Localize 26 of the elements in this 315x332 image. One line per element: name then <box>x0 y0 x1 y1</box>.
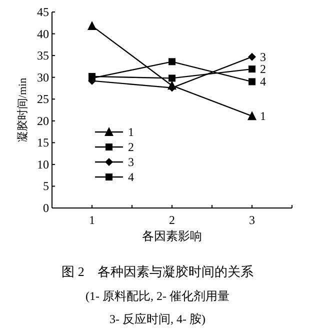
x-tick-label: 3 <box>249 213 255 227</box>
text: (1- 原料配比, 2- 催化剂用量 <box>86 289 230 303</box>
y-tick-label: 10 <box>37 157 49 172</box>
y-tick-label: 5 <box>43 179 49 194</box>
legend-label: 4 <box>128 170 134 184</box>
y-axis-title: 凝胶时间/min <box>16 77 29 142</box>
text: 图 2 各种因素与凝胶时间的关系 <box>62 264 254 279</box>
y-tick-label: 25 <box>37 92 49 106</box>
legend-label: 1 <box>128 125 134 139</box>
y-tick-label: 40 <box>37 26 49 41</box>
text: 2 <box>260 62 266 76</box>
y-tick-label: 35 <box>37 48 49 63</box>
y-tick-label: 30 <box>37 70 49 84</box>
y-tick-label: 0 <box>43 201 49 215</box>
text: 4 <box>260 74 266 89</box>
y-tick-label: 15 <box>37 136 49 150</box>
text: 3- 反应时间, 4- 胺) <box>110 312 206 326</box>
x-axis-title: 各因素影响 <box>142 229 202 243</box>
x-tick-label: 2 <box>169 213 175 227</box>
x-tick-label: 1 <box>89 213 95 227</box>
text: 3 <box>260 50 266 64</box>
text: 1 <box>260 109 266 124</box>
y-tick-label: 20 <box>37 114 49 128</box>
legend-label: 2 <box>128 140 134 154</box>
y-tick-label: 45 <box>37 5 49 19</box>
legend-label: 3 <box>128 155 134 169</box>
